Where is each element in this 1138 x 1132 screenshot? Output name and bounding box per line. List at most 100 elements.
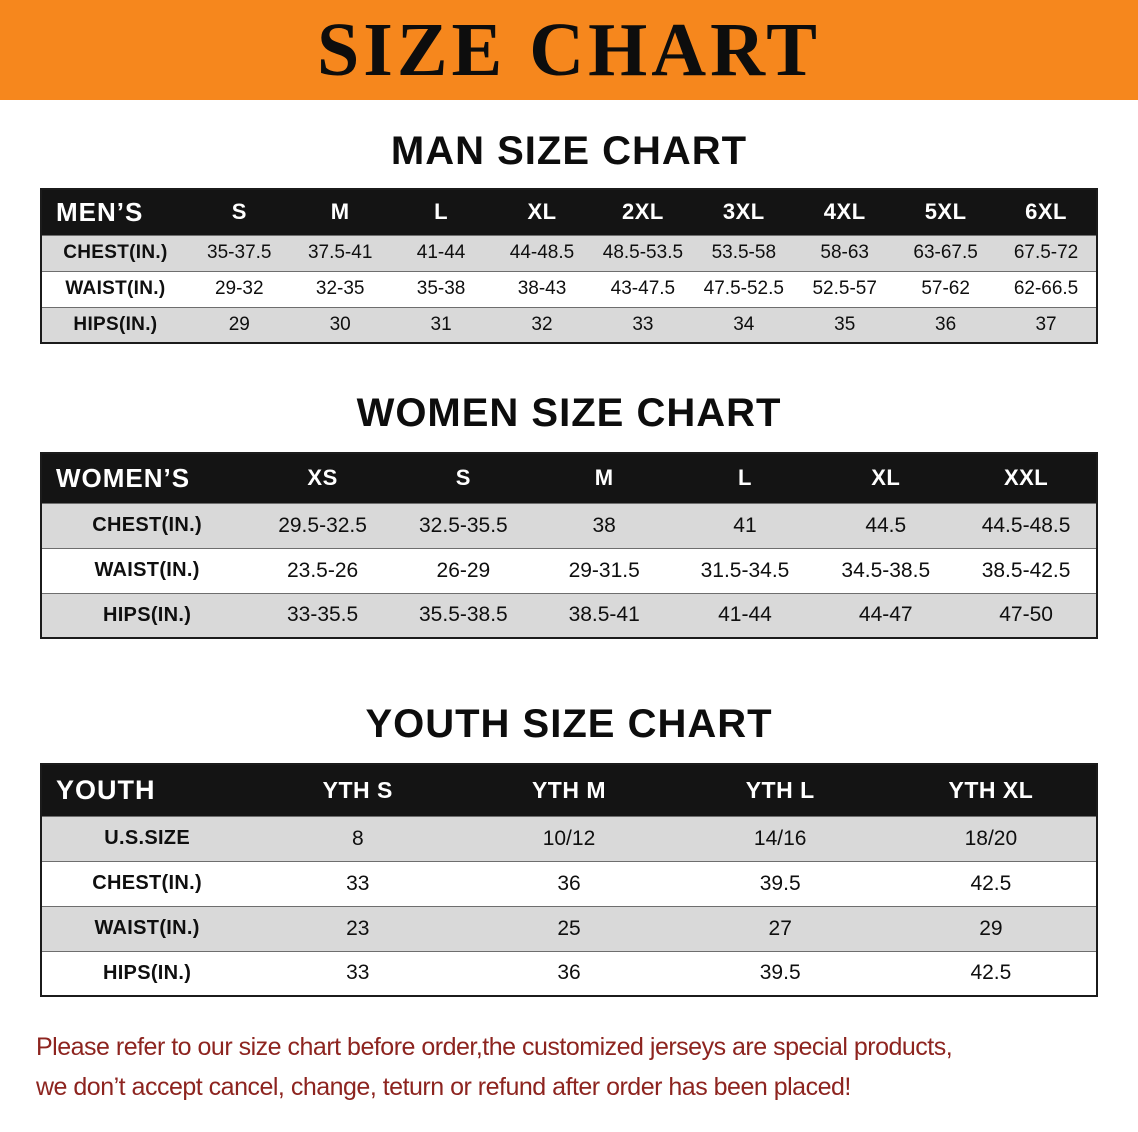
size-cell: 26-29 [436, 558, 491, 582]
size-cell: 44.5 [865, 513, 907, 537]
size-cell: 29-32 [214, 278, 264, 299]
size-cell: 34 [733, 313, 755, 335]
size-column-header: L [390, 189, 492, 235]
size-cell: 23.5-26 [286, 558, 359, 582]
size-cell: 29 [979, 916, 1003, 940]
table-header-row: MEN’S S M L XL 2XL 3XL 4XL 5XL 6XL [41, 189, 1097, 235]
size-cell: 36 [557, 961, 581, 985]
size-cell: 31 [430, 313, 452, 335]
size-column-header: M [289, 189, 391, 235]
size-cell: 37.5-41 [307, 242, 373, 263]
banner: SIZE CHART [0, 0, 1138, 100]
size-cell: 48.5-53.5 [602, 242, 684, 263]
size-cell: 33 [346, 871, 370, 895]
size-cell: 38 [592, 513, 616, 537]
size-cell: 38.5-41 [568, 603, 640, 627]
size-column-header: XS [252, 453, 393, 503]
size-cell: 44-48.5 [509, 242, 575, 263]
size-column-header: 6XL [996, 189, 1097, 235]
row-label: U.S.SIZE [104, 827, 190, 849]
size-cell: 27 [768, 916, 792, 940]
row-label: WAIST(IN.) [94, 917, 200, 939]
footer-line-1: Please refer to our size chart before or… [36, 1033, 953, 1061]
size-cell: 29.5-32.5 [278, 513, 367, 537]
table-corner-label: YOUTH [41, 764, 253, 816]
size-cell: 63-67.5 [913, 242, 978, 263]
size-cell: 32 [531, 313, 553, 335]
size-column-header: YTH XL [885, 764, 1097, 816]
row-label: WAIST(IN.) [65, 278, 166, 299]
banner-title: SIZE CHART [316, 8, 821, 92]
table-corner-label: WOMEN’S [41, 453, 253, 503]
men-size-table: MEN’S S M L XL 2XL 3XL 4XL 5XL 6XL CHEST(IN.) 35-37… [40, 188, 1098, 344]
man-size-chart-section: MAN SIZE CHART MEN’S S M L XL 2XL 3XL 4XL 5XL 6XL… [0, 128, 1138, 344]
size-column-header: S [392, 453, 534, 503]
size-column-header: 5XL [895, 189, 997, 235]
size-cell: 36 [557, 871, 581, 895]
table-row: CHEST(IN.) 29.5-32.5 32.5-35.5 38 41 44.5 44.5… [41, 503, 1097, 548]
size-column-header: S [188, 189, 290, 235]
size-cell: 67.5-72 [1013, 242, 1079, 263]
size-column-header: YTH M [463, 764, 675, 816]
size-cell: 42.5 [970, 871, 1012, 895]
table-row: HIPS(IN.) 29 30 31 32 33 34 35 36 37 [41, 307, 1097, 343]
size-cell: 38.5-42.5 [981, 558, 1071, 582]
table-row: WAIST(IN.) 23 25 27 29 [41, 906, 1097, 951]
row-label: HIPS(IN.) [73, 313, 158, 335]
size-cell: 47-50 [999, 603, 1053, 627]
row-label: WAIST(IN.) [94, 559, 200, 581]
row-label: HIPS(IN.) [102, 961, 192, 984]
size-cell: 32.5-35.5 [419, 513, 508, 537]
size-cell: 39.5 [759, 871, 801, 895]
size-cell: 10/12 [542, 826, 596, 850]
size-cell: 35-38 [416, 278, 466, 299]
size-column-header: YTH L [674, 764, 886, 816]
size-column-header: XL [491, 189, 593, 235]
women-size-table: WOMEN’S XS S M L XL XXL CHEST(IN.) 29.5-32.5 32.5… [40, 452, 1098, 639]
size-column-header: M [533, 453, 675, 503]
size-cell: 30 [329, 313, 351, 335]
table-row: CHEST(IN.) 33 36 39.5 42.5 [41, 861, 1097, 906]
size-cell: 37 [1035, 313, 1057, 335]
size-cell: 29-31.5 [568, 558, 640, 582]
size-cell: 39.5 [759, 961, 801, 985]
size-cell: 35.5-38.5 [419, 603, 508, 627]
size-cell: 23 [346, 916, 370, 940]
size-cell: 58-63 [820, 242, 870, 263]
row-label: CHEST(IN.) [92, 514, 202, 536]
table-row: CHEST(IN.) 35-37.5 37.5-41 41-44 44-48.5 48.5… [41, 235, 1097, 271]
size-column-header: XXL [956, 453, 1097, 503]
size-column-header: 2XL [592, 189, 694, 235]
row-label: HIPS(IN.) [102, 603, 192, 626]
size-cell: 57-62 [921, 278, 970, 299]
size-cell: 32-35 [315, 278, 365, 299]
women-size-chart-section: WOMEN SIZE CHART WOMEN’S XS S M L XL XXL CHEST(… [0, 390, 1138, 639]
row-label: CHEST(IN.) [63, 242, 168, 263]
footer-note: Please refer to our size chart before or… [36, 1027, 1102, 1107]
size-cell: 36 [935, 313, 957, 335]
footer-line-2: we don’t accept cancel, change, teturn o… [36, 1073, 851, 1101]
size-cell: 62-66.5 [1013, 278, 1079, 299]
youth-size-chart-heading: YOUTH SIZE CHART [365, 702, 773, 746]
size-column-header: 3XL [693, 189, 795, 235]
size-cell: 41-44 [718, 603, 772, 627]
size-cell: 31.5-34.5 [700, 558, 790, 582]
size-cell: 29 [228, 313, 250, 335]
size-cell: 33 [632, 313, 654, 335]
size-cell: 35-37.5 [207, 242, 272, 263]
women-size-chart-heading: WOMEN SIZE CHART [356, 391, 782, 435]
size-cell: 44-47 [858, 603, 913, 627]
size-cell: 47.5-52.5 [703, 278, 784, 299]
size-column-header: 4XL [794, 189, 896, 235]
row-label: CHEST(IN.) [92, 872, 202, 894]
size-cell: 14/16 [753, 826, 807, 850]
size-cell: 33-35.5 [286, 603, 359, 627]
size-cell: 18/20 [964, 826, 1018, 850]
table-row: HIPS(IN.) 33 36 39.5 42.5 [41, 951, 1097, 996]
table-header-row: YOUTH YTH S YTH M YTH L YTH XL [41, 764, 1097, 816]
size-column-header: L [674, 453, 816, 503]
size-cell: 8 [351, 826, 364, 850]
table-header-row: WOMEN’S XS S M L XL XXL [41, 453, 1097, 503]
size-cell: 41 [733, 513, 757, 537]
table-corner-label: MEN’S [41, 189, 189, 235]
